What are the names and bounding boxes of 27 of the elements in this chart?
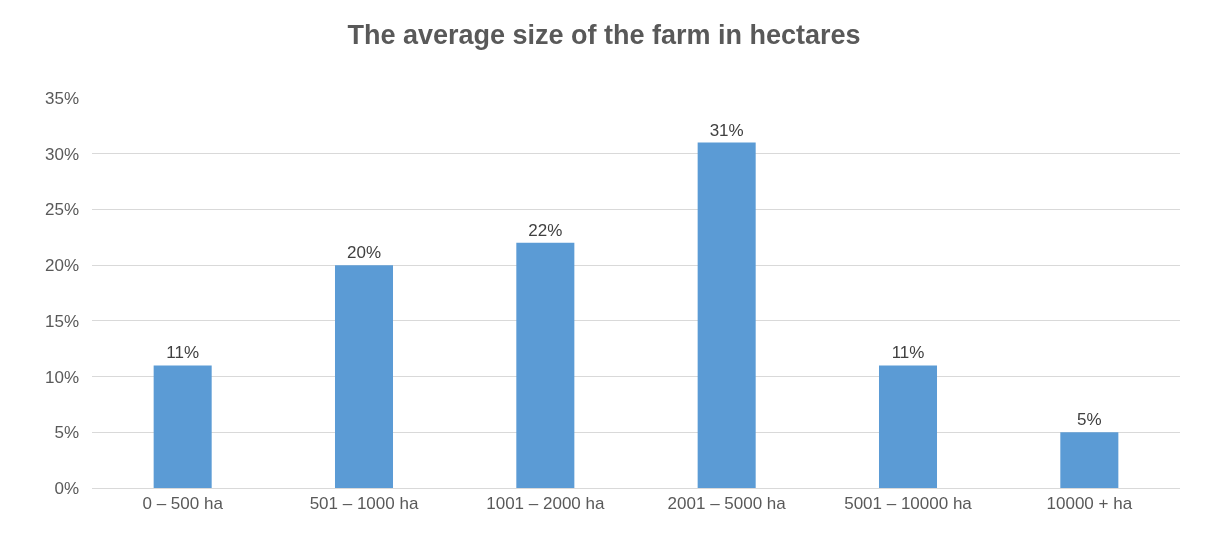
y-tick-label: 5% <box>54 423 79 443</box>
y-tick-label: 25% <box>44 200 79 220</box>
y-tick-label: 15% <box>44 311 79 331</box>
data-label: 20% <box>346 243 382 263</box>
bar <box>334 265 394 488</box>
bar <box>516 242 575 488</box>
bar <box>153 365 212 488</box>
x-tick-label: 2001 – 5000 ha <box>667 494 787 514</box>
x-tick-label: 0 – 500 ha <box>142 494 224 514</box>
data-label: 31% <box>709 120 744 140</box>
chart-title: The average size of the farm in hectares <box>347 19 861 50</box>
y-tick-label: 0% <box>54 478 79 498</box>
data-label: 5% <box>1077 410 1102 430</box>
y-tick-label: 35% <box>44 88 79 108</box>
x-tick-label: 10000 + ha <box>1046 494 1133 514</box>
bar <box>1060 432 1119 488</box>
y-tick-label: 10% <box>44 367 79 387</box>
bar <box>878 365 938 488</box>
x-tick-label: 1001 – 2000 ha <box>486 494 605 514</box>
data-label: 11% <box>891 343 925 363</box>
bar <box>697 142 756 488</box>
x-tick-label: 501 – 1000 ha <box>309 494 419 514</box>
data-label: 11% <box>166 343 200 363</box>
data-label: 22% <box>528 220 563 240</box>
y-tick-label: 20% <box>44 256 79 276</box>
x-tick-label: 5001 – 10000 ha <box>844 494 973 514</box>
y-tick-label: 30% <box>44 144 79 164</box>
